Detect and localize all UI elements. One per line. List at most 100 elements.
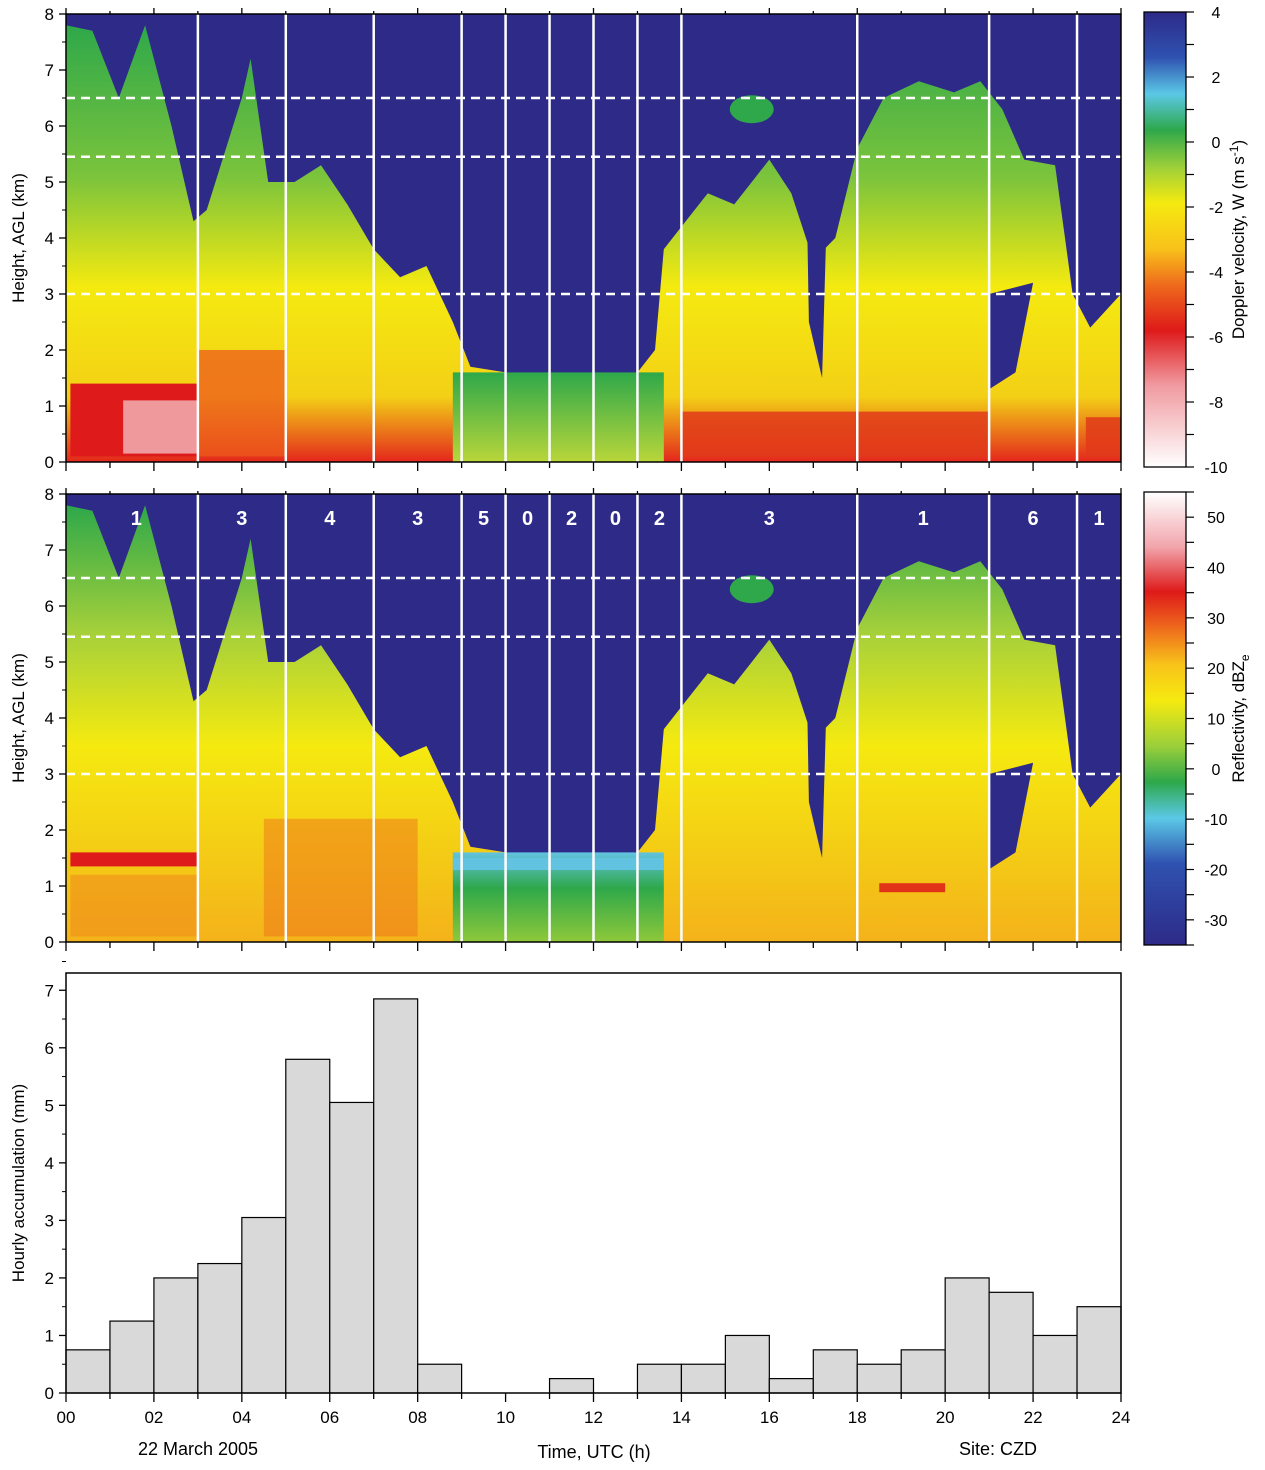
accumulation-bar	[153, 1277, 199, 1394]
x-tick-label: 06	[320, 1408, 339, 1427]
y-tick-label: 2	[45, 341, 54, 360]
colorbar-tick-label: -10	[1204, 812, 1227, 829]
fall-region	[197, 350, 286, 457]
y-tick-label: 4	[45, 709, 54, 728]
accumulation-bar	[329, 1101, 375, 1394]
reflectivity-x-ticks	[65, 488, 1122, 951]
accumulation-bar	[988, 1291, 1034, 1394]
y-tick-label: 2	[45, 821, 54, 840]
hourly-accumulation-bars	[65, 998, 1122, 1394]
bright-band	[879, 883, 946, 893]
upper-cloud	[729, 575, 774, 604]
shallow-echo-band	[452, 858, 664, 870]
segment-label: 2	[566, 508, 577, 530]
hourly-accumulation-y-axis-label: Hourly accumulation (mm)	[9, 1084, 28, 1282]
accumulation-bar	[285, 1058, 331, 1394]
bright-band	[70, 852, 198, 867]
doppler-velocity-colorbar-label: Doppler velocity, W (m s-1)	[1227, 140, 1248, 339]
colorbar-tick-label: -8	[1209, 395, 1223, 412]
colorbar-tick-label: -20	[1204, 863, 1227, 880]
segment-label: 3	[236, 508, 247, 530]
clear-gap	[989, 762, 1034, 870]
accumulation-bar	[197, 1262, 243, 1394]
clear-gap	[804, 70, 831, 378]
colorbar-scale	[1143, 491, 1187, 946]
dashed-height-lines	[66, 576, 1121, 776]
accumulation-bar	[373, 998, 419, 1394]
y-tick-label: 0	[45, 1384, 54, 1403]
x-tick-label: 14	[672, 1408, 691, 1427]
accumulation-bar	[1076, 1306, 1122, 1394]
colorbar-tick-label: -30	[1204, 913, 1227, 930]
accumulation-bar	[900, 1349, 946, 1394]
segment-label: 1	[1093, 508, 1104, 530]
accumulation-bar	[944, 1277, 990, 1394]
y-tick-label: 0	[45, 453, 54, 472]
low-echo-layer	[452, 372, 664, 462]
site-label: Site: CZD	[959, 1439, 1037, 1459]
hourly-accumulation-x-axis: 00 02 04 06 08 10 12 14 16 18 20 22 24	[57, 1393, 1131, 1427]
accumulation-bar	[548, 1378, 595, 1394]
date-label: 22 March 2005	[138, 1439, 258, 1459]
hourly-accumulation-y-axis: 0 1 2 3 4 5 6 7	[45, 960, 66, 1403]
doppler-velocity-y-axis: 0 1 2 3 4 5 6 7 8	[45, 5, 66, 472]
segment-label: 3	[764, 508, 775, 530]
clear-gap	[804, 550, 831, 858]
y-tick-label: 1	[45, 1326, 54, 1345]
colorbar-tick-label: 0	[1212, 135, 1221, 152]
accumulation-bar	[417, 1363, 463, 1394]
x-tick-label: 12	[584, 1408, 603, 1427]
reflectivity-colorbar: 50 40 30 20 10 0 -10 -20 -30	[1143, 491, 1228, 946]
doppler-velocity-y-axis-label: Height, AGL (km)	[9, 173, 28, 303]
y-tick-label: 6	[45, 1039, 54, 1058]
segment-label: 5	[478, 508, 489, 530]
segment-label: 0	[610, 508, 621, 530]
reflectivity-y-axis: 0 1 2 3 4 5 6 7 8	[45, 485, 66, 952]
accumulation-bar	[109, 1320, 155, 1394]
y-tick-label: 6	[45, 117, 54, 136]
dashed-height-lines	[66, 96, 1121, 296]
x-tick-label: 20	[936, 1408, 955, 1427]
y-tick-label: 8	[45, 5, 54, 24]
x-tick-label: 08	[408, 1408, 427, 1427]
doppler-velocity-panel: 0 1 2 3 4 5 6 7 8 Height, AGL (km) 4 2 0 -2 -4 -6 -8 -1…	[9, 5, 1248, 477]
y-tick-label: 1	[45, 877, 54, 896]
segment-label: 4	[324, 508, 336, 530]
x-tick-label: 02	[144, 1408, 163, 1427]
x-tick-label: 10	[496, 1408, 515, 1427]
segment-label: 2	[654, 508, 665, 530]
y-tick-label: 4	[45, 229, 54, 248]
colorbar-tick-label: 40	[1207, 561, 1225, 578]
y-tick-label: 7	[45, 541, 54, 560]
x-tick-label: 16	[760, 1408, 779, 1427]
accumulation-bar	[636, 1363, 683, 1394]
y-tick-label: 3	[45, 1211, 54, 1230]
accumulation-bar	[768, 1378, 814, 1394]
x-tick-label: 22	[1024, 1408, 1043, 1427]
accumulation-bar	[724, 1334, 770, 1394]
y-tick-label: 7	[45, 61, 54, 80]
x-axis-label: Time, UTC (h)	[537, 1442, 650, 1462]
y-tick-label: 3	[45, 765, 54, 784]
colorbar-tick-label: -2	[1209, 200, 1223, 217]
fall-region	[1085, 417, 1121, 457]
segment-label: 0	[522, 508, 533, 530]
x-tick-label: 04	[232, 1408, 251, 1427]
y-tick-label: 6	[45, 597, 54, 616]
colorbar-tick-label: 4	[1212, 5, 1221, 22]
upper-cloud	[729, 95, 774, 124]
y-tick-label: 3	[45, 285, 54, 304]
strong-fall-core	[123, 400, 198, 454]
colorbar-tick-label: -4	[1209, 265, 1223, 282]
y-tick-label: 1	[45, 397, 54, 416]
x-tick-label: 24	[1112, 1408, 1131, 1427]
segment-label: 6	[1028, 508, 1039, 530]
colorbar-tick-label: 30	[1207, 611, 1225, 628]
accumulation-bar	[65, 1349, 111, 1394]
y-tick-label: 4	[45, 1154, 54, 1173]
colorbar-tick-label: 20	[1207, 661, 1225, 678]
clear-gap	[989, 282, 1034, 390]
